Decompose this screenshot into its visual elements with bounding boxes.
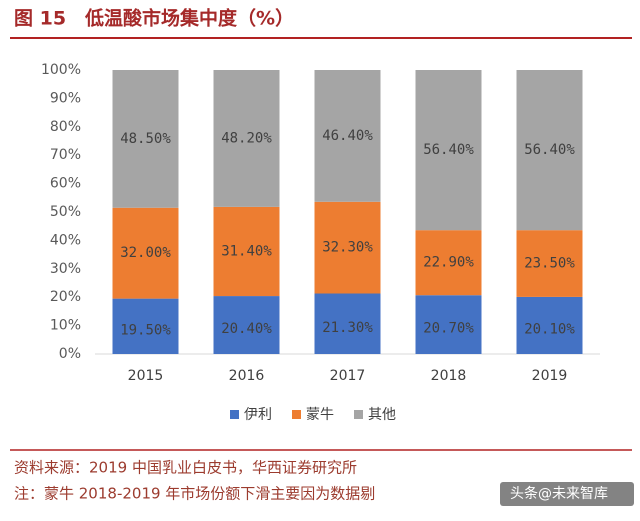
bar-segment [516, 230, 583, 297]
legend-label: 伊利 [244, 407, 272, 423]
bar-segment [415, 295, 482, 354]
y-tick-label: 90% [50, 90, 81, 106]
title: 图 15 低温酸市场集中度（%） [14, 7, 294, 30]
legend-swatch [292, 410, 301, 419]
y-tick-label: 40% [50, 232, 81, 248]
x-tick-label: 2019 [532, 368, 568, 384]
data-label: 19.50% [120, 322, 171, 338]
legend-label: 蒙牛 [306, 407, 334, 423]
y-tick-label: 100% [41, 62, 81, 78]
x-tick-label: 2017 [330, 368, 366, 384]
legend-label: 其他 [368, 407, 396, 423]
bar-segment [415, 70, 482, 231]
bar-segment [112, 298, 179, 354]
watermark: 头条@未来智库 [510, 485, 608, 502]
bar-segment [415, 230, 482, 296]
y-tick-label: 80% [50, 119, 81, 135]
y-tick-label: 50% [50, 204, 81, 220]
data-label: 32.30% [322, 240, 373, 256]
data-label: 20.40% [221, 321, 272, 337]
bar-segment [314, 70, 381, 202]
y-tick-label: 10% [50, 318, 81, 334]
y-tick-label: 0% [59, 346, 81, 362]
watermark-bg [500, 482, 634, 506]
x-tick-label: 2016 [229, 368, 265, 384]
note: 注：蒙牛 2018-2019 年市场份额下滑主要因为数据剔 [14, 485, 375, 503]
bar-segment [314, 201, 381, 294]
y-tick-label: 60% [50, 176, 81, 192]
data-label: 56.40% [524, 142, 575, 158]
y-tick-label: 30% [50, 261, 81, 277]
data-label: 20.70% [423, 321, 474, 337]
bar-segment [516, 296, 583, 354]
data-label: 48.20% [221, 130, 272, 146]
data-label: 46.40% [322, 128, 373, 144]
data-label: 31.40% [221, 243, 272, 259]
data-label: 21.30% [322, 320, 373, 336]
x-tick-label: 2018 [431, 368, 467, 384]
data-label: 56.40% [423, 142, 474, 158]
data-label: 22.90% [423, 255, 474, 271]
source: 资料来源：2019 中国乳业白皮书，华西证券研究所 [14, 459, 357, 477]
data-label: 23.50% [524, 256, 575, 272]
y-tick-label: 20% [50, 289, 81, 305]
legend-swatch [230, 410, 239, 419]
bar-segment [314, 293, 381, 354]
data-label: 48.50% [120, 131, 171, 147]
data-label: 20.10% [524, 321, 575, 337]
bar-segment [516, 70, 583, 231]
bar-segment [213, 70, 280, 207]
data-label: 32.00% [120, 245, 171, 261]
bar-segment [213, 296, 280, 354]
bar-segment [112, 70, 179, 208]
legend-swatch [354, 410, 363, 419]
bar-segment [112, 207, 179, 299]
x-tick-label: 2015 [128, 368, 164, 384]
bar-segment [213, 206, 280, 297]
y-tick-label: 70% [50, 147, 81, 163]
